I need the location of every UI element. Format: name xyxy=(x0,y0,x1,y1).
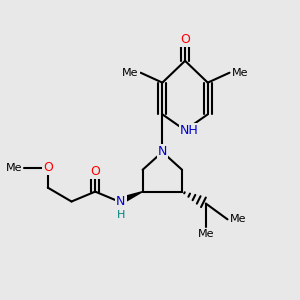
Text: N: N xyxy=(116,195,126,208)
Text: O: O xyxy=(180,32,190,46)
Text: O: O xyxy=(43,161,53,174)
Text: H: H xyxy=(117,210,125,220)
Text: Me: Me xyxy=(122,68,139,78)
Text: Me: Me xyxy=(197,229,214,239)
Text: NH: NH xyxy=(180,124,198,137)
Text: Me: Me xyxy=(6,163,22,173)
Text: O: O xyxy=(90,165,100,178)
Polygon shape xyxy=(118,192,142,205)
Text: N: N xyxy=(158,146,167,158)
Text: Me: Me xyxy=(232,68,248,78)
Text: Me: Me xyxy=(230,214,246,224)
